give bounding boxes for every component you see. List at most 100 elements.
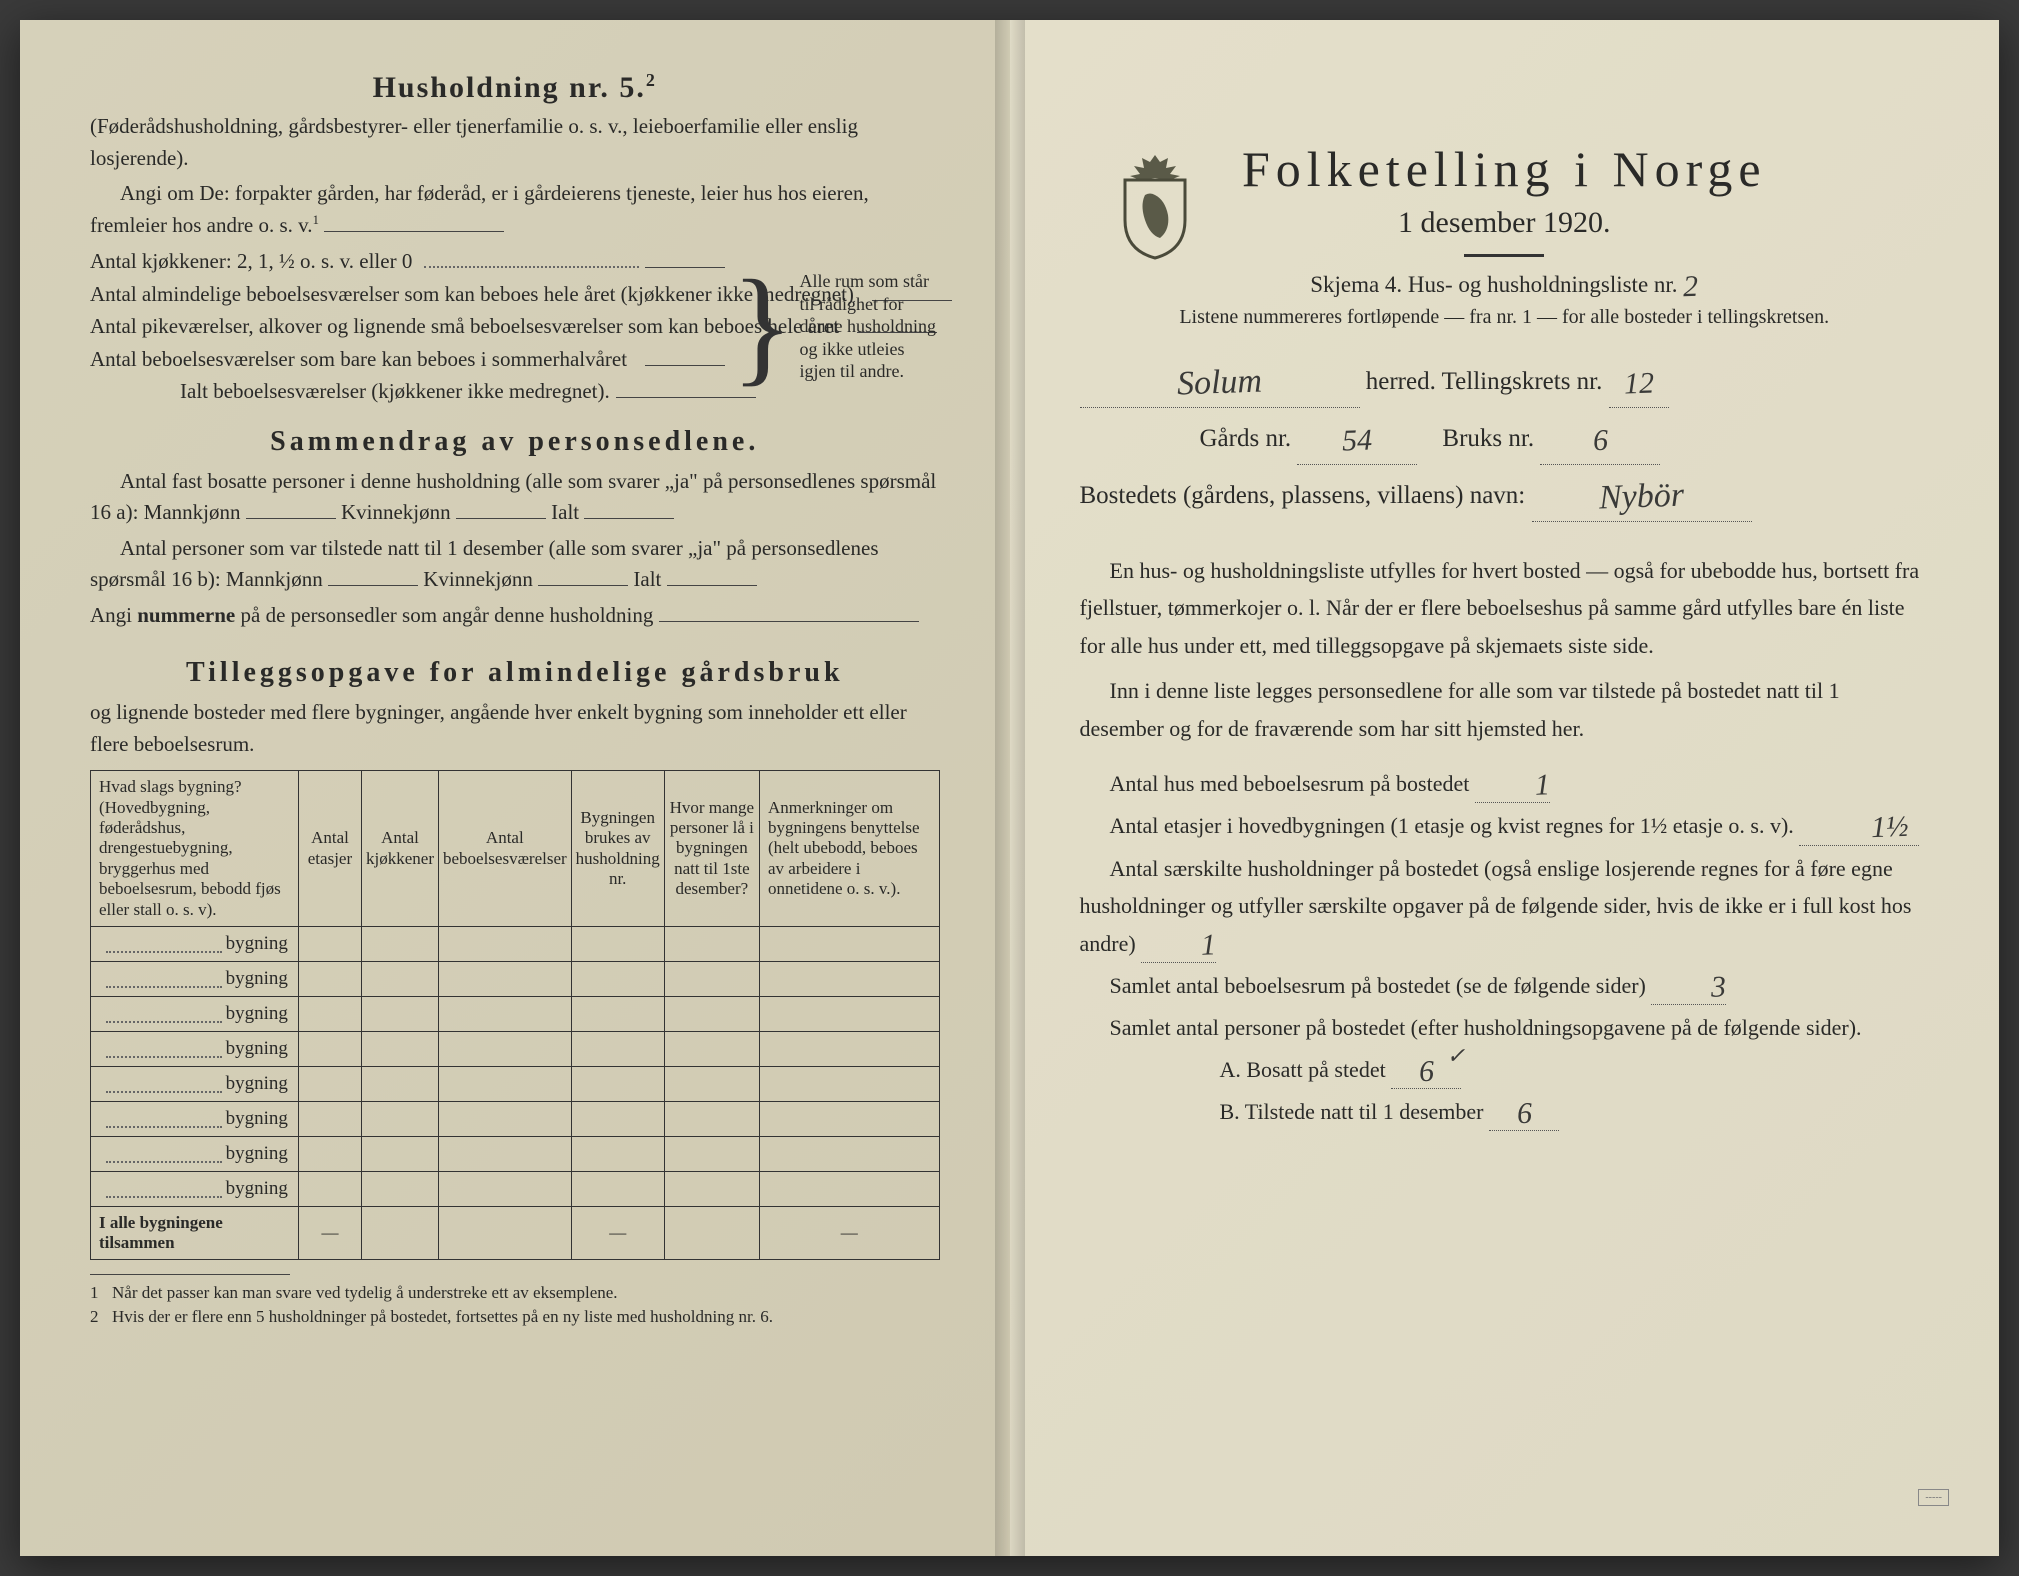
empty-cell (759, 961, 939, 996)
census-date: 1 desember 1920. (1080, 206, 1930, 240)
empty-cell (664, 996, 759, 1031)
bosted-value: Nybör (1599, 482, 1685, 512)
title-divider (1464, 254, 1544, 257)
census-document: Husholdning nr. 5.2 (Føderådshusholdning… (20, 20, 1999, 1556)
blank-field (538, 565, 628, 586)
herred-label: herred. Tellingskrets nr. (1366, 368, 1603, 395)
blank-field (584, 498, 674, 519)
q4-label: Samlet antal beboelsesrum på bostedet (s… (1110, 973, 1646, 998)
bygning-cell: bygning (91, 1171, 299, 1206)
empty-cell (664, 926, 759, 961)
s2-line-3: Angi nummerne på de personsedler som ang… (90, 600, 940, 632)
q4-line: Samlet antal beboelsesrum på bostedet (s… (1080, 967, 1930, 1005)
empty-cell (438, 1101, 571, 1136)
total-label: Ialt beboelsesværelser (kjøkkener ikke m… (90, 375, 616, 408)
blank-field (324, 211, 504, 232)
empty-cell (362, 1031, 439, 1066)
fn-text: Hvis der er flere enn 5 husholdninger på… (112, 1305, 773, 1329)
table-row: bygning (91, 961, 940, 996)
bygning-cell: bygning (91, 1031, 299, 1066)
blank-field (659, 601, 919, 622)
empty-cell (438, 1066, 571, 1101)
schema-value: 2 (1683, 275, 1699, 300)
empty-cell (298, 926, 361, 961)
schema-label: Skjema 4. Hus- og husholdningsliste nr. (1310, 272, 1677, 297)
gards-label: Gårds nr. (1200, 425, 1292, 452)
crest-svg (1110, 150, 1200, 260)
intro-2-sup: 1 (313, 213, 319, 227)
empty-cell (759, 926, 939, 961)
q1-label: Antal hus med beboelsesrum på bostedet (1110, 771, 1470, 796)
table-row: bygning (91, 996, 940, 1031)
qA-value: 6 (1418, 1059, 1434, 1084)
bosted-label: Bostedets (gårdens, plassens, villaens) … (1080, 482, 1526, 509)
qB-label: B. Tilstede natt til 1 desember (1220, 1099, 1484, 1124)
s2-kv: Kvinnekjønn (341, 500, 451, 524)
para-2: Inn i denne liste legges personsedlene f… (1080, 672, 1930, 747)
blank-end (645, 267, 725, 268)
s2-l3b: nummerne (137, 603, 235, 627)
fn-num: 2 (90, 1305, 112, 1329)
empty-cell (438, 996, 571, 1031)
dash: — (571, 1206, 664, 1259)
blank-field (667, 565, 757, 586)
empty-cell (362, 1066, 439, 1101)
empty-cell (571, 926, 664, 961)
lion-shape (1142, 194, 1168, 239)
empty-cell (571, 1066, 664, 1101)
table-row: bygning (91, 1101, 940, 1136)
table-row: bygning (91, 926, 940, 961)
room-row-2: Antal pikeværelser, alkover og lignende … (90, 310, 725, 343)
empty-cell (664, 1136, 759, 1171)
s3-intro: og lignende bosteder med flere bygninger… (90, 697, 940, 760)
numbering-note: Listene nummereres fortløpende — fra nr.… (1080, 306, 1930, 329)
dash: — (759, 1206, 939, 1259)
empty-cell (664, 1101, 759, 1136)
empty-cell (298, 1066, 361, 1101)
q2-line: Antal etasjer i hovedbygningen (1 etasje… (1080, 807, 1930, 845)
q3-line: Antal særskilte husholdninger på bostede… (1080, 850, 1930, 963)
table-footer-row: I alle bygningene tilsammen — — — (91, 1206, 940, 1259)
rooms-block: Antal kjøkkener: 2, 1, ½ o. s. v. eller … (90, 245, 940, 408)
qB-value: 6 (1516, 1102, 1532, 1127)
th-3: Antal beboelsesværelser (438, 771, 571, 927)
fn-num: 1 (90, 1281, 112, 1305)
q3-value: 1 (1171, 933, 1217, 959)
empty-cell (298, 996, 361, 1031)
blank-field (456, 498, 546, 519)
total-row: Ialt beboelsesværelser (kjøkkener ikke m… (90, 375, 725, 408)
gards-line: Gårds nr. 54 Bruks nr. 6 (1080, 414, 1930, 465)
s2-line-1: Antal fast bosatte personer i denne hush… (90, 466, 940, 529)
th-1: Antal etasjer (298, 771, 361, 927)
footnote-2: 2Hvis der er flere enn 5 husholdninger p… (90, 1305, 940, 1329)
crown-shape (1130, 155, 1180, 180)
coat-of-arms-icon (1110, 150, 1200, 260)
empty-cell (759, 1171, 939, 1206)
rooms-list: Antal kjøkkener: 2, 1, ½ o. s. v. eller … (90, 245, 725, 408)
table-row: bygning (91, 1136, 940, 1171)
q2-value: 1½ (1840, 815, 1908, 841)
para-1: En hus- og husholdningsliste utfylles fo… (1080, 552, 1930, 664)
schema-line: Skjema 4. Hus- og husholdningsliste nr. … (1080, 271, 1930, 298)
qA-label: A. Bosatt på stedet (1220, 1057, 1386, 1082)
room-row-1: Antal almindelige beboelsesværelser som … (90, 278, 725, 311)
empty-cell (571, 1031, 664, 1066)
s2-kv: Kvinnekjønn (423, 567, 533, 591)
herred-line: Solum herred. Tellingskrets nr. 12 (1080, 357, 1930, 408)
empty-cell (438, 1136, 571, 1171)
empty-cell (298, 1031, 361, 1066)
empty-cell (362, 1171, 439, 1206)
dash: — (298, 1206, 361, 1259)
q4-value: 3 (1681, 975, 1727, 1001)
s2-line-2: Antal personer som var tilstede natt til… (90, 533, 940, 596)
bygning-cell: bygning (91, 1101, 299, 1136)
s2-ialt: Ialt (551, 500, 579, 524)
heading-text: Husholdning nr. 5. (373, 71, 646, 104)
empty-cell (759, 996, 939, 1031)
s2-ialt: Ialt (633, 567, 661, 591)
q2-label: Antal etasjer i hovedbygningen (1 etasje… (1110, 813, 1794, 838)
bruks-label: Bruks nr. (1442, 425, 1534, 452)
table-body: bygning bygning bygning bygning bygning … (91, 926, 940, 1206)
th-6: Anmerkninger om bygningens benyttelse (h… (759, 771, 939, 927)
empty-cell (571, 961, 664, 996)
